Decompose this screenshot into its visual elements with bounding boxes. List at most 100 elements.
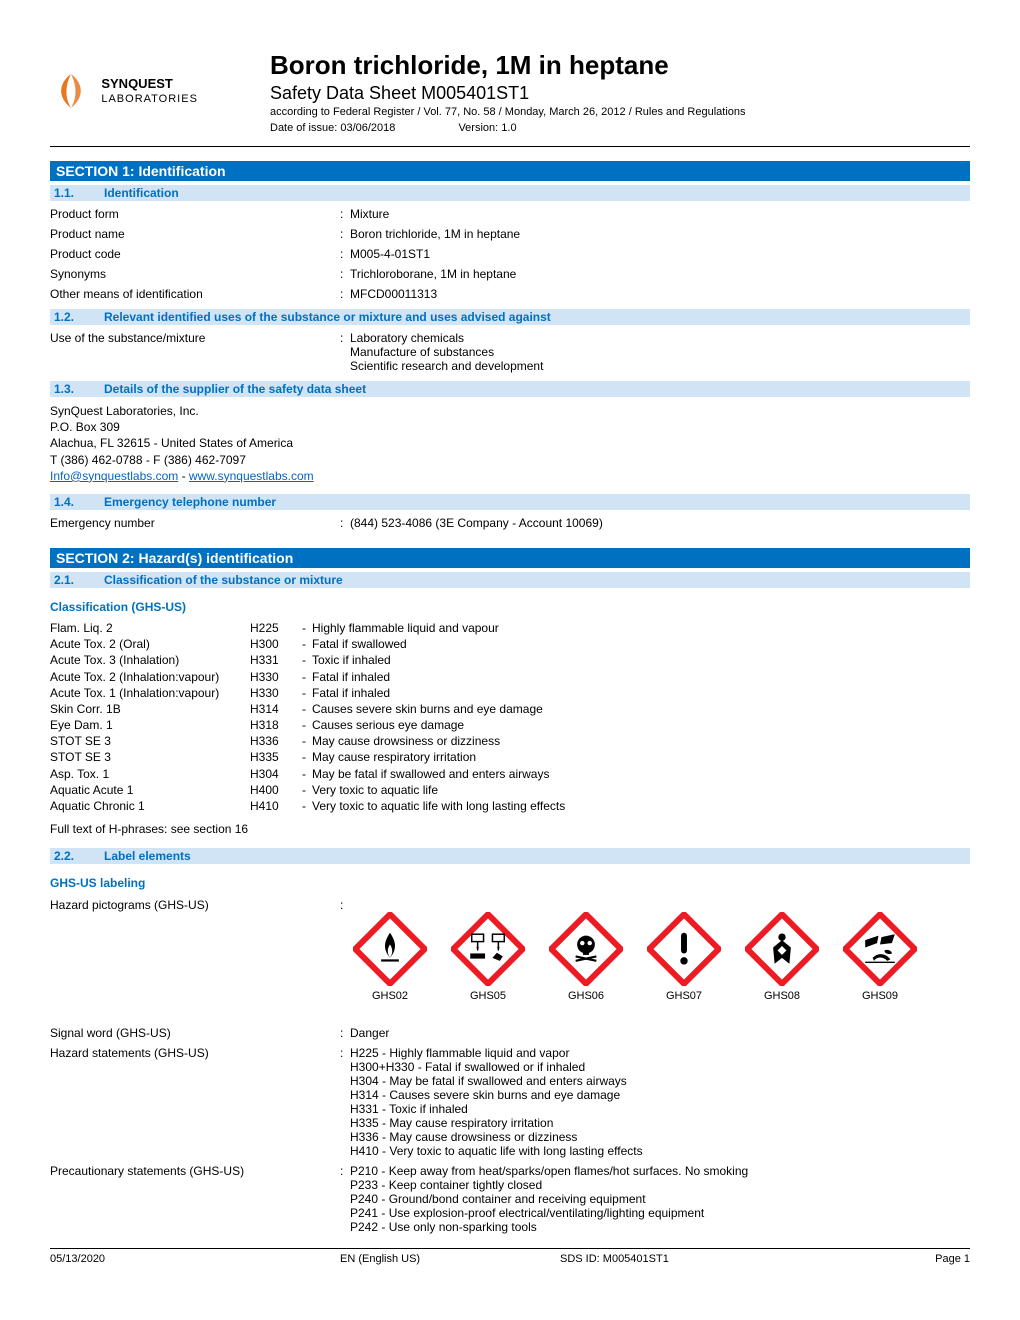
subsection-1-1: 1.1. Identification [50, 185, 970, 201]
subsection-title: Classification of the substance or mixtu… [104, 573, 966, 587]
title-block: Boron trichloride, 1M in heptane Safety … [270, 50, 970, 134]
classification-row: Flam. Liq. 2H225-Highly flammable liquid… [50, 620, 970, 636]
field-label: Hazard pictograms (GHS-US) [50, 898, 340, 1020]
supplier-email-link[interactable]: Info@synquestlabs.com [50, 469, 178, 483]
pictogram-label: GHS08 [742, 990, 822, 1002]
subsection-1-2: 1.2. Relevant identified uses of the sub… [50, 309, 970, 325]
fulltext-note: Full text of H-phrases: see section 16 [50, 814, 970, 844]
field-value: Danger [350, 1026, 970, 1040]
field-label: Signal word (GHS-US) [50, 1026, 340, 1040]
classification-row: Skin Corr. 1BH314-Causes severe skin bur… [50, 701, 970, 717]
supplier-pobox: P.O. Box 309 [50, 419, 970, 435]
classification-code: H318 [250, 717, 302, 733]
subsection-num: 1.2. [54, 310, 104, 324]
classification-desc: Causes serious eye damage [312, 717, 970, 733]
field-value: H225 - Highly flammable liquid and vapor… [350, 1046, 970, 1158]
subsection-num: 1.3. [54, 382, 104, 396]
field-signal-word: Signal word (GHS-US) : Danger [50, 1024, 970, 1044]
pictogram-label: GHS06 [546, 990, 626, 1002]
field-precautionary: Precautionary statements (GHS-US) : P210… [50, 1162, 970, 1238]
classification-code: H314 [250, 701, 302, 717]
field-value: Mixture [350, 207, 970, 221]
field-label: Synonyms [50, 267, 340, 281]
classification-class: Flam. Liq. 2 [50, 620, 250, 636]
supplier-city: Alachua, FL 32615 - United States of Ame… [50, 435, 970, 451]
footer-lang: EN (English US) [340, 1253, 560, 1265]
classifications-list: Flam. Liq. 2H225-Highly flammable liquid… [50, 620, 970, 814]
classification-desc: Fatal if inhaled [312, 685, 970, 701]
classification-row: Eye Dam. 1H318-Causes serious eye damage [50, 717, 970, 733]
classification-desc: May cause respiratory irritation [312, 749, 970, 765]
field-other-id: Other means of identification : MFCD0001… [50, 285, 970, 305]
classification-row: Acute Tox. 3 (Inhalation)H331-Toxic if i… [50, 652, 970, 668]
field-value: Laboratory chemicals Manufacture of subs… [350, 331, 970, 373]
classification-code: H400 [250, 782, 302, 798]
field-label: Hazard statements (GHS-US) [50, 1046, 340, 1158]
ghs-pictogram-health: GHS08 [742, 912, 822, 1002]
field-product-name: Product name : Boron trichloride, 1M in … [50, 225, 970, 245]
field-label: Other means of identification [50, 287, 340, 301]
ghs-pictogram-flame: GHS02 [350, 912, 430, 1002]
classification-row: STOT SE 3H335-May cause respiratory irri… [50, 749, 970, 765]
field-hazard-statements: Hazard statements (GHS-US) : H225 - High… [50, 1044, 970, 1162]
field-label: Use of the substance/mixture [50, 331, 340, 373]
supplier-phone: T (386) 462-0788 - F (386) 462-7097 [50, 452, 970, 468]
subsection-2-1: 2.1. Classification of the substance or … [50, 572, 970, 588]
field-label: Product code [50, 247, 340, 261]
supplier-name: SynQuest Laboratories, Inc. [50, 403, 970, 419]
logo-text: SYNQUEST LABORATORIES [101, 77, 198, 106]
classification-code: H336 [250, 733, 302, 749]
subsection-title: Label elements [104, 849, 966, 863]
footer-date: 05/13/2020 [50, 1253, 340, 1265]
classification-row: Acute Tox. 1 (Inhalation:vapour)H330-Fat… [50, 685, 970, 701]
field-product-code: Product code : M005-4-01ST1 [50, 245, 970, 265]
supplier-web-link[interactable]: www.synquestlabs.com [189, 469, 314, 483]
labeling-heading: GHS-US labeling [50, 868, 970, 896]
section-2-header: SECTION 2: Hazard(s) identification [50, 548, 970, 568]
classification-desc: May be fatal if swallowed and enters air… [312, 766, 970, 782]
field-label: Precautionary statements (GHS-US) [50, 1164, 340, 1234]
classification-row: STOT SE 3H336-May cause drowsiness or di… [50, 733, 970, 749]
document-title: Boron trichloride, 1M in heptane [270, 50, 970, 81]
section-1-header: SECTION 1: Identification [50, 161, 970, 181]
pictogram-label: GHS02 [350, 990, 430, 1002]
date-of-issue-label: Date of issue: [270, 122, 337, 134]
classification-row: Aquatic Acute 1H400-Very toxic to aquati… [50, 782, 970, 798]
classification-desc: May cause drowsiness or dizziness [312, 733, 970, 749]
logo-block: SYNQUEST LABORATORIES [50, 50, 270, 112]
classification-class: Acute Tox. 2 (Inhalation:vapour) [50, 669, 250, 685]
field-use: Use of the substance/mixture : Laborator… [50, 329, 970, 377]
subsection-title: Emergency telephone number [104, 495, 966, 509]
classification-desc: Very toxic to aquatic life [312, 782, 970, 798]
subsection-num: 2.2. [54, 849, 104, 863]
subsection-num: 1.1. [54, 186, 104, 200]
classification-class: Acute Tox. 1 (Inhalation:vapour) [50, 685, 250, 701]
subsection-1-4: 1.4. Emergency telephone number [50, 494, 970, 510]
supplier-block: SynQuest Laboratories, Inc. P.O. Box 309… [50, 401, 970, 490]
regulation-line: according to Federal Register / Vol. 77,… [270, 106, 970, 118]
field-product-form: Product form : Mixture [50, 205, 970, 225]
header-rule [50, 146, 970, 147]
classification-row: Asp. Tox. 1H304-May be fatal if swallowe… [50, 766, 970, 782]
ghs-pictogram-environment: GHS09 [840, 912, 920, 1002]
classification-class: Aquatic Acute 1 [50, 782, 250, 798]
pictogram-label: GHS07 [644, 990, 724, 1002]
subsection-1-3: 1.3. Details of the supplier of the safe… [50, 381, 970, 397]
subsection-title: Identification [104, 186, 966, 200]
field-value: Boron trichloride, 1M in heptane [350, 227, 970, 241]
field-value: P210 - Keep away from heat/sparks/open f… [350, 1164, 970, 1234]
footer-page: Page 1 [890, 1253, 970, 1265]
field-value: M005-4-01ST1 [350, 247, 970, 261]
footer-sds-id: SDS ID: M005401ST1 [560, 1253, 890, 1265]
field-label: Product form [50, 207, 340, 221]
document-header: SYNQUEST LABORATORIES Boron trichloride,… [50, 50, 970, 134]
field-emergency: Emergency number : (844) 523-4086 (3E Co… [50, 514, 970, 534]
classification-code: H330 [250, 669, 302, 685]
field-synonyms: Synonyms : Trichloroborane, 1M in heptan… [50, 265, 970, 285]
subsection-num: 1.4. [54, 495, 104, 509]
classification-heading: Classification (GHS-US) [50, 592, 970, 620]
classification-desc: Toxic if inhaled [312, 652, 970, 668]
classification-desc: Fatal if inhaled [312, 669, 970, 685]
ghs-pictogram-skull: GHS06 [546, 912, 626, 1002]
version-label: Version: [458, 122, 498, 134]
